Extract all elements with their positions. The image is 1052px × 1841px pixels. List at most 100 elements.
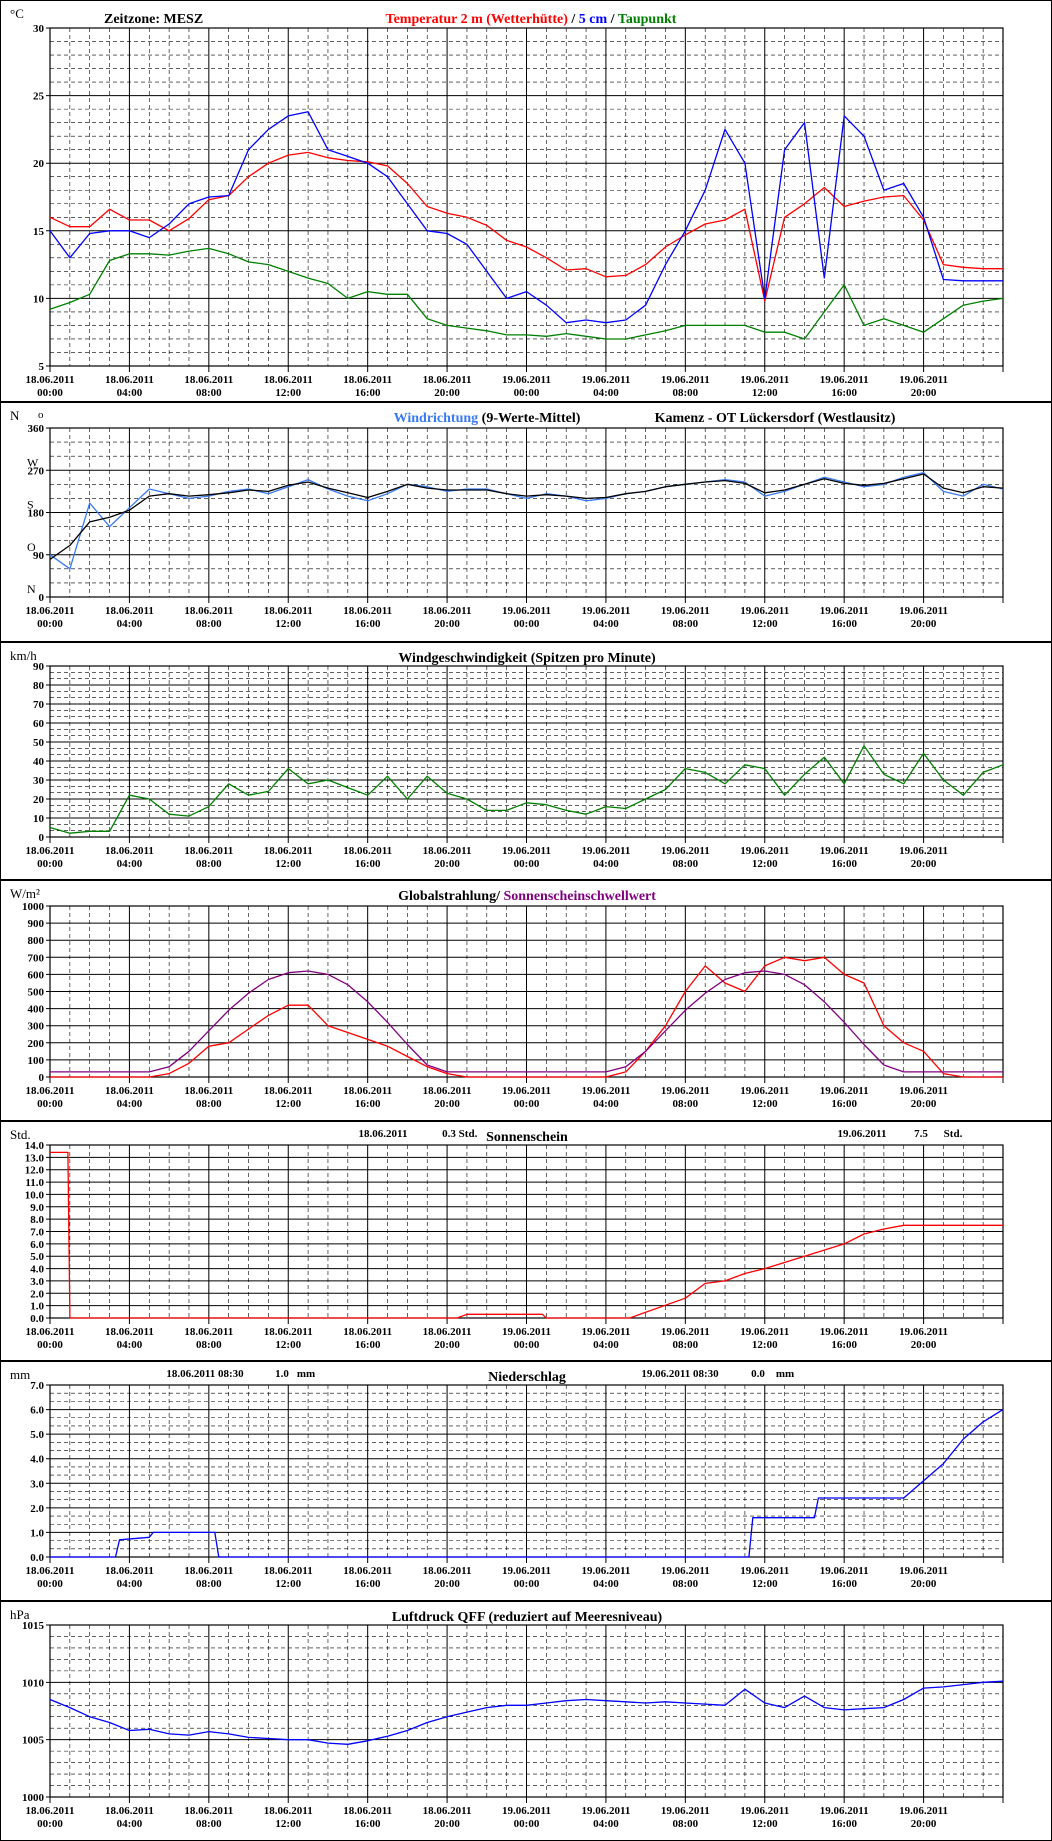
compass-label: W bbox=[27, 455, 39, 469]
y-tick-label: 7.0 bbox=[30, 1380, 44, 1392]
title-part: Windrichtung bbox=[394, 411, 479, 426]
x-tick-date: 18.06.2011 bbox=[264, 1326, 313, 1338]
x-tick-time: 12:00 bbox=[275, 1818, 301, 1830]
x-tick-date: 19.06.2011 bbox=[661, 605, 710, 617]
x-tick-date: 18.06.2011 bbox=[105, 374, 154, 386]
x-tick-time: 20:00 bbox=[911, 1339, 937, 1351]
y-tick-label: 500 bbox=[28, 987, 45, 999]
x-tick-time: 04:00 bbox=[593, 387, 619, 399]
x-tick-time: 16:00 bbox=[355, 618, 381, 630]
x-tick-date: 19.06.2011 bbox=[502, 1085, 551, 1097]
annotation-date: 18.06.2011 bbox=[359, 1128, 408, 1140]
y-tick-label: 6.0 bbox=[30, 1405, 44, 1417]
x-tick-time: 16:00 bbox=[831, 387, 857, 399]
x-tick-date: 18.06.2011 bbox=[264, 845, 313, 857]
annotation-value: 0.0 bbox=[751, 1368, 765, 1380]
x-tick-time: 08:00 bbox=[196, 858, 222, 870]
y-tick-label: 1000 bbox=[22, 1792, 45, 1804]
annotation-unit: Std. bbox=[944, 1128, 963, 1140]
x-tick-time: 08:00 bbox=[196, 1339, 222, 1351]
x-tick-date: 18.06.2011 bbox=[105, 1085, 154, 1097]
series-line-wind_direction-0 bbox=[49, 471, 1004, 570]
x-tick-date: 18.06.2011 bbox=[105, 1326, 154, 1338]
y-tick-label: 400 bbox=[28, 1004, 45, 1016]
chart-title: Luftdruck QFF (reduziert auf Meeresnivea… bbox=[392, 1610, 663, 1625]
x-tick-time: 16:00 bbox=[355, 387, 381, 399]
y-tick-label: 0.0 bbox=[30, 1313, 44, 1325]
y-tick-label: 700 bbox=[28, 952, 45, 964]
x-tick-date: 19.06.2011 bbox=[581, 374, 630, 386]
x-tick-time: 00:00 bbox=[37, 858, 63, 870]
x-tick-time: 08:00 bbox=[672, 1339, 698, 1351]
chart-title: Windrichtung (9-Werte-Mittel) bbox=[394, 411, 581, 426]
x-tick-date: 19.06.2011 bbox=[740, 1326, 789, 1338]
annotation-date: 19.06.2011 08:30 bbox=[641, 1368, 719, 1380]
x-tick-date: 18.06.2011 bbox=[184, 605, 233, 617]
x-tick-time: 00:00 bbox=[514, 1098, 540, 1110]
x-tick-time: 16:00 bbox=[831, 858, 857, 870]
x-tick-date: 18.06.2011 bbox=[184, 845, 233, 857]
y-tick-label: 4.0 bbox=[30, 1264, 44, 1276]
x-tick-time: 08:00 bbox=[196, 1818, 222, 1830]
y-tick-label: 0 bbox=[39, 832, 45, 844]
x-tick-date: 18.06.2011 bbox=[184, 374, 233, 386]
x-tick-date: 18.06.2011 bbox=[343, 1326, 392, 1338]
x-tick-time: 12:00 bbox=[752, 618, 778, 630]
x-tick-time: 16:00 bbox=[355, 1578, 381, 1590]
x-tick-time: 16:00 bbox=[355, 1098, 381, 1110]
compass-label: N bbox=[27, 582, 36, 596]
panel-pressure: 100010051010101518.06.201100:0018.06.201… bbox=[0, 1601, 1052, 1841]
y-tick-label: 900 bbox=[28, 918, 45, 930]
x-tick-time: 00:00 bbox=[37, 618, 63, 630]
x-tick-time: 12:00 bbox=[752, 1578, 778, 1590]
x-tick-time: 00:00 bbox=[514, 1818, 540, 1830]
x-tick-date: 19.06.2011 bbox=[899, 374, 948, 386]
x-tick-time: 04:00 bbox=[117, 1098, 143, 1110]
series-line-temperature-1 bbox=[49, 111, 1003, 324]
y-tick-label: 3.0 bbox=[30, 1276, 44, 1288]
chart-title: Windgeschwindigkeit (Spitzen pro Minute) bbox=[398, 651, 656, 666]
series-line-global_radiation-1 bbox=[50, 970, 1003, 1073]
y-tick-label: 1015 bbox=[22, 1620, 45, 1632]
x-tick-date: 18.06.2011 bbox=[26, 1805, 75, 1817]
x-tick-time: 20:00 bbox=[434, 1339, 460, 1351]
panel-wind_speed: 010203040506070809018.06.201100:0018.06.… bbox=[0, 642, 1052, 880]
y-tick-label: 7.0 bbox=[30, 1227, 44, 1239]
annotation-unit: mm bbox=[776, 1368, 794, 1380]
x-tick-date: 19.06.2011 bbox=[581, 1085, 630, 1097]
x-tick-date: 18.06.2011 bbox=[423, 1085, 472, 1097]
y-tick-label: 70 bbox=[33, 699, 45, 711]
x-tick-date: 18.06.2011 bbox=[343, 1085, 392, 1097]
x-tick-date: 19.06.2011 bbox=[899, 1326, 948, 1338]
x-tick-date: 19.06.2011 bbox=[502, 1805, 551, 1817]
y-tick-label: 13.0 bbox=[25, 1152, 45, 1164]
x-tick-date: 18.06.2011 bbox=[26, 845, 75, 857]
y-tick-label: 200 bbox=[28, 1038, 45, 1050]
y-tick-label: 0.0 bbox=[30, 1552, 44, 1564]
plot-frame bbox=[49, 665, 1004, 838]
x-tick-date: 18.06.2011 bbox=[105, 845, 154, 857]
x-tick-time: 12:00 bbox=[752, 1098, 778, 1110]
x-tick-time: 08:00 bbox=[672, 1098, 698, 1110]
y-tick-label: 14.0 bbox=[25, 1140, 45, 1152]
x-tick-time: 00:00 bbox=[514, 1339, 540, 1351]
x-tick-date: 19.06.2011 bbox=[581, 1326, 630, 1338]
x-tick-time: 20:00 bbox=[911, 1578, 937, 1590]
x-tick-date: 19.06.2011 bbox=[820, 845, 869, 857]
x-tick-date: 18.06.2011 bbox=[423, 845, 472, 857]
y-tick-label: 9.0 bbox=[30, 1202, 44, 1214]
x-tick-time: 08:00 bbox=[196, 387, 222, 399]
x-tick-date: 19.06.2011 bbox=[740, 374, 789, 386]
x-tick-time: 12:00 bbox=[275, 387, 301, 399]
x-tick-time: 20:00 bbox=[911, 1818, 937, 1830]
x-tick-time: 04:00 bbox=[593, 618, 619, 630]
y-tick-label: 80 bbox=[33, 680, 45, 692]
y-tick-label: 180 bbox=[28, 508, 45, 520]
x-tick-time: 08:00 bbox=[672, 858, 698, 870]
x-tick-date: 19.06.2011 bbox=[661, 845, 710, 857]
series-line-sunshine-0 bbox=[50, 1151, 1003, 1319]
x-tick-date: 18.06.2011 bbox=[184, 1326, 233, 1338]
x-tick-date: 18.06.2011 bbox=[264, 605, 313, 617]
x-tick-date: 18.06.2011 bbox=[184, 1805, 233, 1817]
